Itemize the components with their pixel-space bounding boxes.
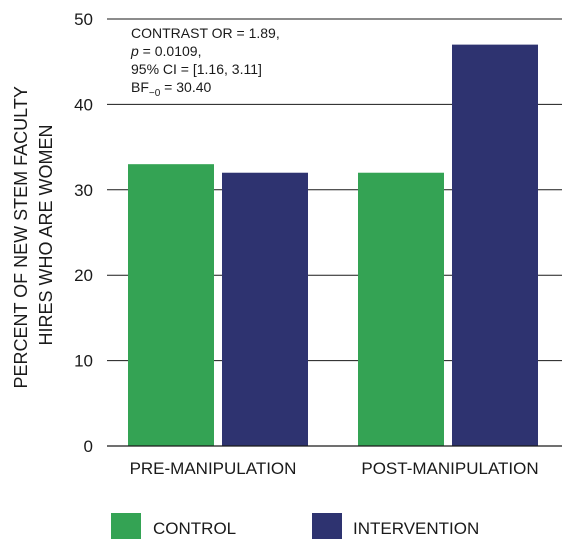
y-tick-label: 20 [74,266,93,285]
annotation-line-2: p = 0.0109, [130,43,201,59]
category-label-pre-manipulation: PRE-MANIPULATION [130,459,297,478]
y-tick-label: 30 [74,181,93,200]
annotation-p-value: = 0.0109, [139,43,202,59]
y-axis-label-line-2: HIRES WHO ARE WOMEN [36,124,56,345]
category-labels: PRE-MANIPULATION POST-MANIPULATION [130,459,539,478]
annotation-p-symbol: p [130,43,139,59]
legend: CONTROL INTERVENTION [111,513,479,539]
y-axis-label-line-1: PERCENT OF NEW STEM FACULTY [11,86,31,388]
bar-intervention-post-manipulation [452,44,538,447]
bar-intervention-pre-manipulation [222,172,308,446]
legend-swatch-intervention [312,513,342,539]
y-axis-label: PERCENT OF NEW STEM FACULTY HIRES WHO AR… [11,81,56,388]
y-tick-label: 10 [74,352,93,371]
y-tick-labels: 0 10 20 30 40 50 [74,10,93,456]
annotation-bf-base: BF [131,79,149,95]
bars [128,44,538,447]
bar-control-post-manipulation [358,172,444,446]
legend-label-intervention: INTERVENTION [353,519,479,538]
stats-annotation: CONTRAST OR = 1.89, p = 0.0109, 95% CI =… [130,25,280,99]
annotation-line-3: 95% CI = [1.16, 3.11] [131,61,262,77]
category-label-post-manipulation: POST-MANIPULATION [361,459,538,478]
y-tick-label: 50 [74,10,93,29]
annotation-line-1: CONTRAST OR = 1.89, [131,25,280,41]
y-tick-label: 0 [84,437,93,456]
y-tick-label: 40 [74,95,93,114]
legend-label-control: CONTROL [153,519,236,538]
annotation-bf-value: = 30.40 [160,79,211,95]
annotation-line-4: BF−0 = 30.40 [131,79,212,99]
legend-swatch-control [111,513,141,539]
bar-control-pre-manipulation [128,164,214,446]
annotation-bf-subscript: −0 [149,88,161,99]
